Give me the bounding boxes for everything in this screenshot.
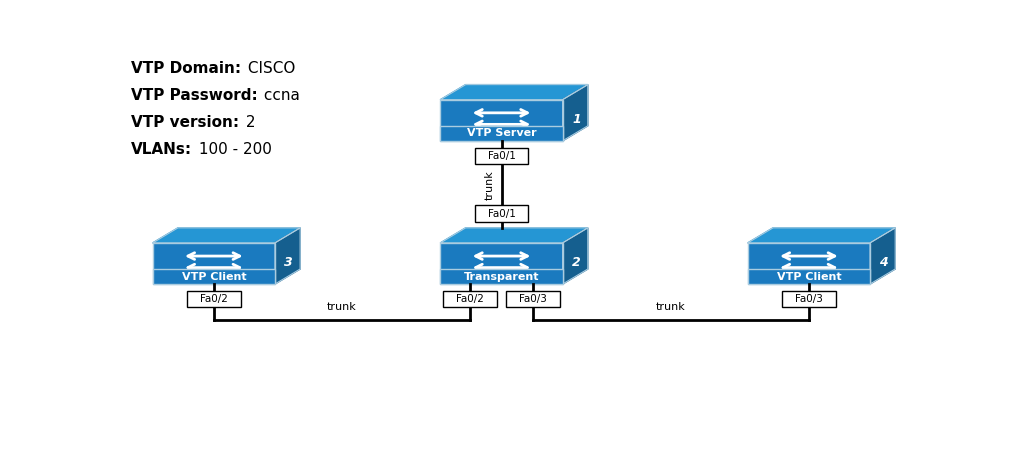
- Text: Fa0/2: Fa0/2: [200, 294, 228, 304]
- Text: VTP Client: VTP Client: [777, 272, 841, 281]
- FancyBboxPatch shape: [153, 243, 275, 284]
- FancyBboxPatch shape: [747, 269, 870, 284]
- FancyBboxPatch shape: [440, 126, 562, 141]
- Text: 2: 2: [573, 256, 581, 269]
- Polygon shape: [153, 228, 300, 243]
- FancyBboxPatch shape: [782, 291, 836, 307]
- FancyBboxPatch shape: [443, 291, 496, 307]
- FancyBboxPatch shape: [153, 269, 275, 284]
- FancyBboxPatch shape: [440, 243, 562, 284]
- Text: Fa0/1: Fa0/1: [487, 151, 516, 161]
- Text: trunk: trunk: [656, 302, 685, 312]
- FancyBboxPatch shape: [475, 205, 528, 222]
- FancyBboxPatch shape: [440, 269, 562, 284]
- Text: Fa0/3: Fa0/3: [795, 294, 823, 304]
- Polygon shape: [562, 228, 588, 284]
- Text: trunk: trunk: [485, 170, 494, 199]
- Text: VTP version:: VTP version:: [131, 115, 239, 130]
- Text: trunk: trunk: [327, 302, 357, 312]
- Text: VLANs:: VLANs:: [131, 142, 192, 157]
- Polygon shape: [440, 228, 588, 243]
- Text: VTP Client: VTP Client: [181, 272, 246, 281]
- Polygon shape: [562, 85, 588, 141]
- Polygon shape: [440, 85, 588, 100]
- Text: ccna: ccna: [259, 88, 300, 103]
- Text: VTP Domain:: VTP Domain:: [131, 61, 241, 76]
- Text: Fa0/1: Fa0/1: [487, 208, 516, 219]
- Text: 4: 4: [880, 256, 888, 269]
- Text: CISCO: CISCO: [243, 61, 295, 76]
- FancyBboxPatch shape: [747, 243, 870, 284]
- FancyBboxPatch shape: [187, 291, 241, 307]
- Text: 3: 3: [285, 256, 293, 269]
- Text: Fa0/2: Fa0/2: [456, 294, 484, 304]
- Polygon shape: [870, 228, 895, 284]
- FancyBboxPatch shape: [506, 291, 559, 307]
- Polygon shape: [275, 228, 300, 284]
- Text: VTP Server: VTP Server: [467, 128, 536, 138]
- FancyBboxPatch shape: [475, 148, 528, 164]
- Polygon shape: [747, 228, 895, 243]
- Text: 2: 2: [241, 115, 255, 130]
- Text: Fa0/3: Fa0/3: [519, 294, 547, 304]
- Text: 1: 1: [573, 113, 581, 126]
- Text: VTP Password:: VTP Password:: [131, 88, 258, 103]
- Text: 100 - 200: 100 - 200: [194, 142, 272, 157]
- FancyBboxPatch shape: [440, 100, 562, 141]
- Text: Transparent: Transparent: [464, 272, 539, 281]
